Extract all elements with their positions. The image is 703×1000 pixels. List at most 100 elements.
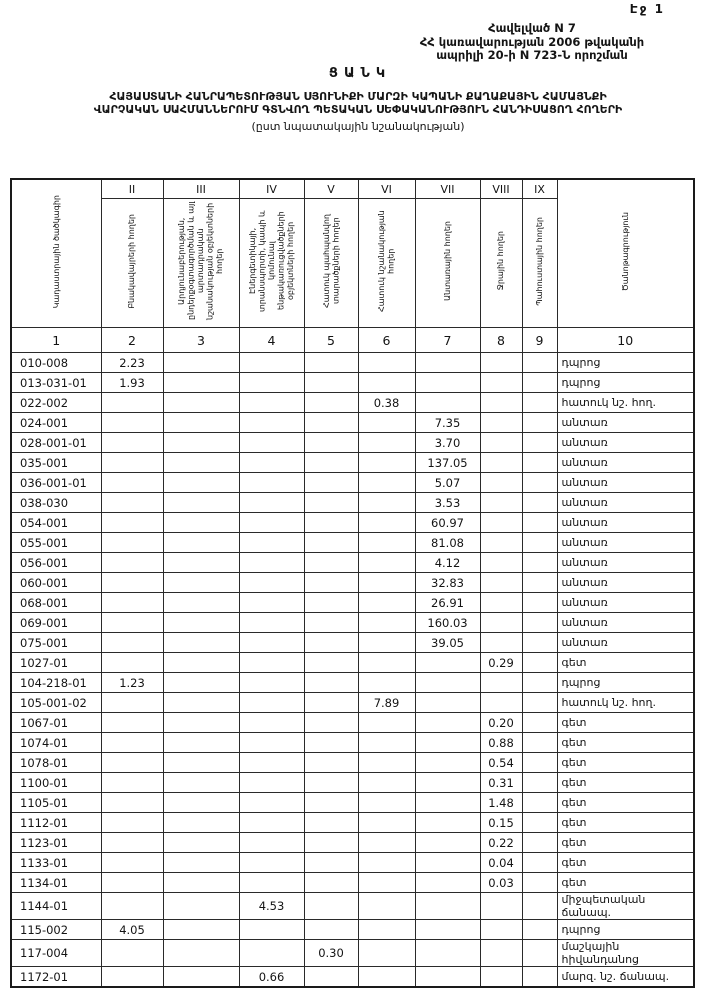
area-value-cell	[162, 352, 240, 373]
area-value-cell	[414, 852, 481, 873]
area-value-cell	[238, 492, 305, 513]
area-value-cell	[100, 872, 164, 893]
area-value-cell	[162, 772, 240, 793]
area-value-cell	[479, 532, 523, 553]
area-value-cell	[100, 652, 164, 673]
appendix-reference: Հավելված N 7 ՀՀ կառավարության 2006 թվակա…	[377, 21, 687, 63]
area-value-cell	[479, 966, 523, 988]
table-row: 010-008 2.23 դպրոց	[10, 352, 695, 373]
area-value-cell	[303, 892, 359, 920]
area-value-cell	[303, 966, 359, 988]
area-value-cell	[414, 392, 481, 413]
area-value-cell	[479, 432, 523, 453]
area-value-cell	[521, 732, 558, 753]
area-value-cell	[357, 512, 416, 533]
area-value-cell	[162, 752, 240, 773]
column-number: 7	[414, 327, 481, 353]
area-value-cell	[238, 939, 305, 967]
area-value-cell	[521, 592, 558, 613]
area-value-cell	[238, 452, 305, 473]
area-value-cell	[162, 852, 240, 873]
area-value-cell	[479, 512, 523, 533]
area-value-cell	[521, 552, 558, 573]
area-value-cell	[100, 632, 164, 653]
area-value-cell	[303, 832, 359, 853]
cadastral-code-cell: 056-001	[10, 552, 102, 573]
area-value-cell	[414, 939, 481, 967]
area-value-cell	[303, 532, 359, 553]
area-value-cell	[162, 832, 240, 853]
area-value-cell: 0.31	[479, 772, 523, 793]
column-header-label: Ջրային հողեր	[496, 231, 506, 291]
note-cell: գետ	[556, 772, 695, 793]
column-header-infrastructure-lands: Էներգետիկայի, տրանսպորտի, կապի և կոմունա…	[238, 198, 305, 328]
area-value-cell	[162, 672, 240, 693]
area-value-cell	[303, 772, 359, 793]
area-value-cell	[303, 612, 359, 633]
area-value-cell: 0.54	[479, 752, 523, 773]
area-value-cell: 1.93	[100, 372, 164, 393]
column-number: 2	[100, 327, 164, 353]
area-value-cell	[238, 592, 305, 613]
area-value-cell	[100, 592, 164, 613]
note-cell: անտառ	[556, 512, 695, 533]
area-value-cell	[521, 939, 558, 967]
area-value-cell	[100, 432, 164, 453]
cadastral-code-cell: 1067-01	[10, 712, 102, 733]
area-value-cell	[414, 712, 481, 733]
table-row: 013-031-01 1.93 դպրոց	[10, 372, 695, 393]
area-value-cell: 39.05	[414, 632, 481, 653]
area-value-cell: 4.53	[238, 892, 305, 920]
document-subtitle-line-3: (ըստ նպատակային նշանակության)	[251, 120, 465, 133]
area-value-cell	[162, 472, 240, 493]
area-value-cell	[357, 852, 416, 873]
roman-numeral: V	[303, 178, 359, 199]
column-number: 8	[479, 327, 523, 353]
column-header-cadastral-code: Կադաստրային ծածկագիր	[10, 178, 102, 328]
area-value-cell	[357, 432, 416, 453]
table-body: 010-008 2.23 դպրոց 013-031-01 1.93 դպրոց 022-0…	[10, 352, 695, 988]
area-value-cell	[303, 412, 359, 433]
area-value-cell	[414, 966, 481, 988]
area-value-cell	[100, 572, 164, 593]
area-value-cell	[479, 412, 523, 433]
area-value-cell	[357, 792, 416, 813]
area-value-cell: 0.29	[479, 652, 523, 673]
area-value-cell	[521, 512, 558, 533]
table-row: 1074-01 0.88 գետ	[10, 732, 695, 753]
area-value-cell	[238, 812, 305, 833]
area-value-cell	[238, 372, 305, 393]
area-value-cell	[479, 939, 523, 967]
area-value-cell: 1.23	[100, 672, 164, 693]
table-row: 024-001 7.35 անտառ	[10, 412, 695, 433]
area-value-cell	[238, 732, 305, 753]
area-value-cell	[303, 632, 359, 653]
note-cell: գետ	[556, 832, 695, 853]
area-value-cell	[238, 392, 305, 413]
cadastral-code-cell: 036-001-01	[10, 472, 102, 493]
area-value-cell	[303, 792, 359, 813]
area-value-cell	[521, 372, 558, 393]
area-value-cell	[414, 672, 481, 693]
cadastral-code-cell: 068-001	[10, 592, 102, 613]
area-value-cell: 4.12	[414, 552, 481, 573]
table-row: 1134-01 0.03 գետ	[10, 872, 695, 893]
area-value-cell	[414, 812, 481, 833]
area-value-cell	[521, 352, 558, 373]
area-value-cell	[100, 792, 164, 813]
area-value-cell	[100, 966, 164, 988]
column-header-label: Արդյունաբերության, ընդերքօգտագործման և ա…	[177, 201, 225, 321]
area-value-cell	[100, 752, 164, 773]
area-value-cell	[303, 652, 359, 673]
area-value-cell: 7.89	[357, 692, 416, 713]
area-value-cell	[100, 832, 164, 853]
area-value-cell	[303, 752, 359, 773]
area-value-cell	[357, 672, 416, 693]
area-value-cell	[357, 632, 416, 653]
area-value-cell	[521, 572, 558, 593]
area-value-cell	[303, 572, 359, 593]
cadastral-code-cell: 1027-01	[10, 652, 102, 673]
table-row: 1027-01 0.29 գետ	[10, 652, 695, 673]
column-header-special-purpose-lands: Հատուկ նշանակության հողեր	[357, 198, 416, 328]
note-cell: դպրոց	[556, 352, 695, 373]
